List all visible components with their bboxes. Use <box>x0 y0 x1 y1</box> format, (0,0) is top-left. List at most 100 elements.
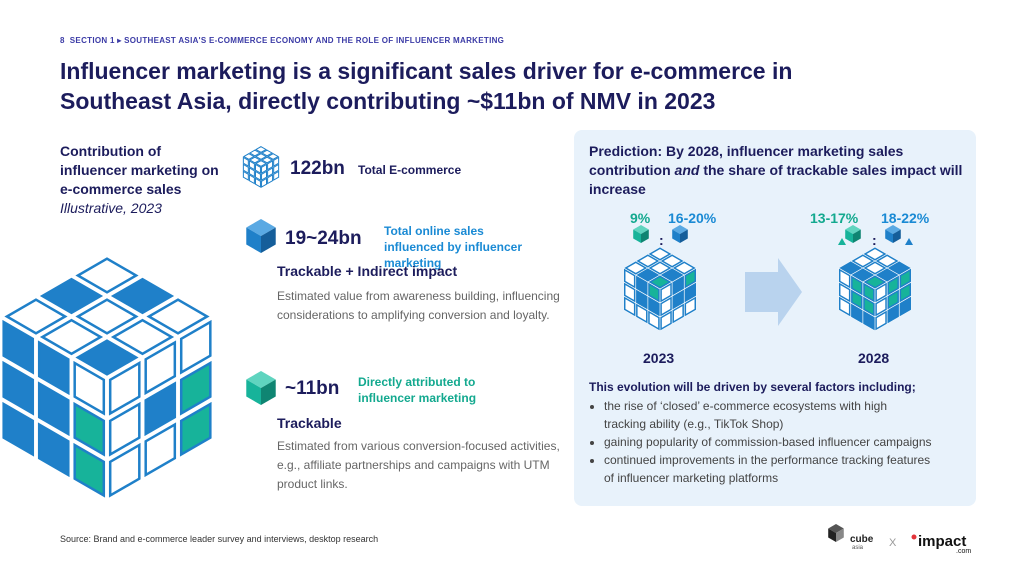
cube-tile <box>672 275 684 296</box>
cube-tile <box>261 156 274 164</box>
cube-tile <box>73 401 106 457</box>
cube-tile <box>839 261 863 275</box>
cube-tile <box>242 153 255 160</box>
cube-tile <box>255 146 267 153</box>
cube-tile <box>863 261 887 275</box>
cube-tile <box>863 282 875 303</box>
cube-tile <box>899 296 912 317</box>
cube-tile <box>648 275 672 289</box>
cube-tile <box>144 381 177 437</box>
cube-tile <box>660 282 672 303</box>
cube-tile <box>660 254 684 268</box>
cube-tile <box>39 318 104 356</box>
prediction-title: Prediction: By 2028, influencer marketin… <box>589 142 964 199</box>
cube-tile <box>273 156 280 167</box>
cube-tile <box>37 422 70 478</box>
cube-tile <box>887 275 899 296</box>
cube-tile <box>37 340 70 396</box>
cube-tile <box>660 268 684 282</box>
cube-tile <box>875 282 887 303</box>
cube-tile <box>684 282 697 303</box>
item-label: Total online sales influenced by influen… <box>384 224 523 270</box>
icon-face <box>633 229 641 243</box>
source: Source: Brand and e-commerce leader surv… <box>60 534 379 544</box>
cube-tile <box>108 401 141 457</box>
cube-tile <box>887 303 899 324</box>
icon-face <box>885 229 893 243</box>
cube-tile <box>636 268 660 282</box>
icon-face <box>246 379 261 405</box>
driver-list: the rise of ‘closed’ e-commerce ecosyste… <box>590 397 970 487</box>
cube-tile <box>108 360 141 416</box>
item-description: Estimated from various conversion-focuse… <box>277 439 560 491</box>
drivers: the rise of ‘closed’ e-commerce ecosyste… <box>590 397 970 487</box>
year-label: 2023 <box>643 350 675 366</box>
title: Influencer marketing is a significant sa… <box>60 58 793 114</box>
cube-tile <box>267 167 274 178</box>
cube-tile <box>887 261 911 275</box>
cube-tile <box>261 177 268 188</box>
ratio-separator: : <box>659 232 664 248</box>
cube-tile <box>672 289 684 310</box>
icon-face <box>261 379 276 405</box>
cube-tile <box>255 160 267 167</box>
cube-tile <box>254 177 261 188</box>
up-triangle <box>905 238 913 245</box>
item-title: Trackable <box>277 415 342 431</box>
cube-tile <box>267 153 280 160</box>
cube-tile <box>255 153 267 160</box>
cube-tile <box>648 310 660 331</box>
cube-tile <box>875 296 887 317</box>
icon-face <box>246 227 261 253</box>
cube-tile <box>863 296 875 317</box>
item-label: Directly attributed to influencer market… <box>358 375 477 405</box>
indirect-share: 16-20% <box>668 210 717 226</box>
cube-tile <box>660 296 672 317</box>
cube-tile <box>248 167 255 178</box>
cube-tile <box>75 257 139 294</box>
logo-cube-sub: asia <box>852 545 864 551</box>
cube-tile <box>248 174 255 185</box>
icon-face <box>633 225 649 234</box>
cube-tile <box>887 289 899 310</box>
cube-tile <box>684 296 697 317</box>
cube-tile <box>179 360 212 416</box>
icon-face <box>641 229 649 243</box>
icon-face <box>845 225 861 234</box>
icon-face <box>845 229 853 243</box>
item-value: 122bn <box>290 158 345 179</box>
logo-impact: impact <box>918 533 967 550</box>
driver: continued improvements in the performanc… <box>604 451 934 487</box>
cube-tile <box>636 289 648 310</box>
prediction-panel <box>574 130 976 506</box>
driver: gaining popularity of commission-based i… <box>604 433 970 451</box>
cube-tile <box>248 156 261 164</box>
cube-tile <box>2 360 35 416</box>
item-label: Total E-commerce <box>358 163 462 177</box>
cube-tile <box>672 261 696 275</box>
cube-tile <box>261 149 274 157</box>
driver: the rise of ‘closed’ e-commerce ecosyste… <box>604 397 919 433</box>
cube-tile <box>660 310 672 331</box>
cube-tile <box>684 268 697 289</box>
cube-tile <box>838 268 851 289</box>
logo-separator: X <box>889 537 897 549</box>
cube-tile <box>636 254 660 268</box>
cube-tile <box>254 163 261 174</box>
cube-tile <box>648 261 672 275</box>
cube-tile <box>108 442 141 498</box>
cube-tile <box>75 298 139 335</box>
cube-tile <box>267 174 274 185</box>
page-number: 8 <box>60 36 65 45</box>
left-heading: Contribution of influencer marketing on … <box>60 143 219 197</box>
title-part: and <box>674 162 700 178</box>
logo-dot <box>911 534 917 540</box>
indirect-share: 18-22% <box>881 210 930 226</box>
item-description: Estimated value from awareness building,… <box>277 289 560 322</box>
up-triangle <box>838 238 846 245</box>
cube-tile <box>899 282 912 303</box>
cube-tile <box>863 275 887 289</box>
drivers-intro: This evolution will be driven by several… <box>589 380 916 394</box>
